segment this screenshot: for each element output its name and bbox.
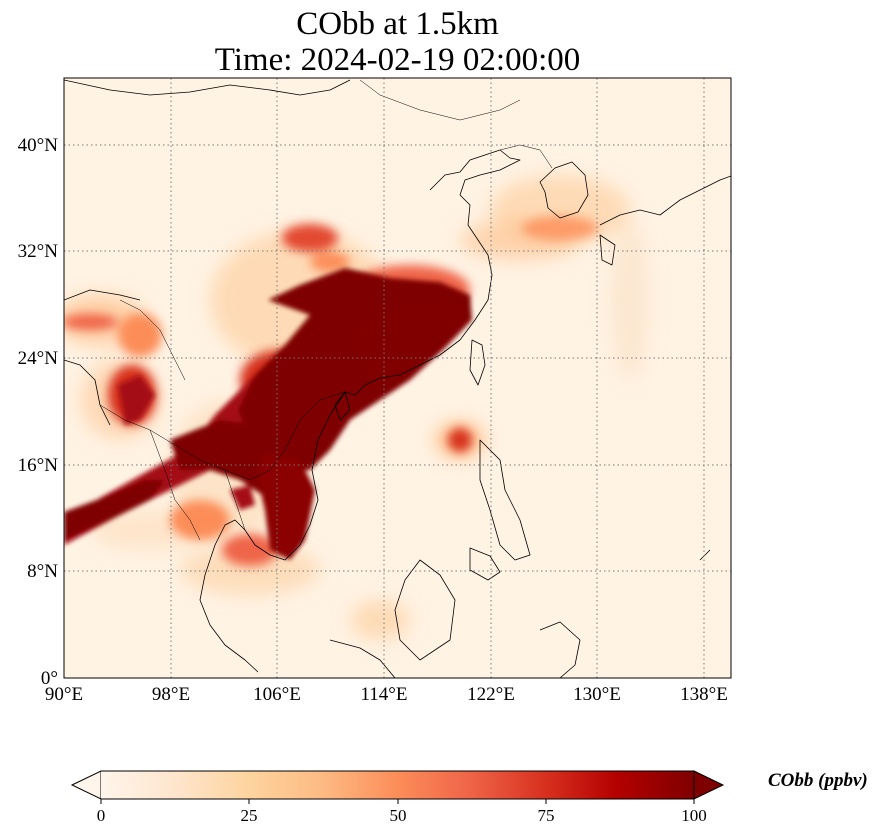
map-title-line-2: Time: 2024-02-19 02:00:00 [214,42,581,78]
map-frame [63,77,732,679]
colorbar-ramp [101,771,694,799]
x-tick-label: 122°E [467,684,515,705]
colorbar-tick-label: 100 [681,806,707,825]
y-axis-labels: 0° 8°N 16°N 24°N 32°N 40°N [18,135,59,689]
cobb-field [64,78,731,678]
colorbar-min-extend [70,770,102,800]
x-tick-label: 106°E [253,684,301,705]
coastlines [64,79,731,678]
high-concentration-core [64,268,472,560]
borders [99,79,553,541]
x-tick-label: 114°E [361,684,408,705]
colorbar-tick-label: 25 [241,806,258,825]
gridlines [64,78,731,678]
colorbar-max-extend [693,770,725,800]
y-tick-label: 8°N [27,561,58,582]
y-tick-label: 24°N [18,348,59,369]
x-tick-label: 130°E [573,684,621,705]
y-tick-label: 40°N [18,135,59,156]
x-tick-label: 98°E [152,684,190,705]
x-tick-label: 90°E [45,684,83,705]
y-tick-label: 32°N [18,241,59,262]
y-tick-label: 16°N [18,455,59,476]
map-title-line-1: CObb at 1.5km [296,6,499,42]
colorbar-tick-label: 75 [538,806,555,825]
colorbar: 0 25 50 75 100 [70,770,725,825]
x-tick-label: 138°E [680,684,728,705]
x-axis-labels: 90°E 98°E 106°E 114°E 122°E 130°E 138°E [45,684,728,705]
colorbar-label: CObb (ppbv) [768,770,868,791]
colorbar-tick-label: 50 [390,806,407,825]
y-tick-label: 0° [41,668,58,689]
colorbar-tick-label: 0 [97,806,106,825]
